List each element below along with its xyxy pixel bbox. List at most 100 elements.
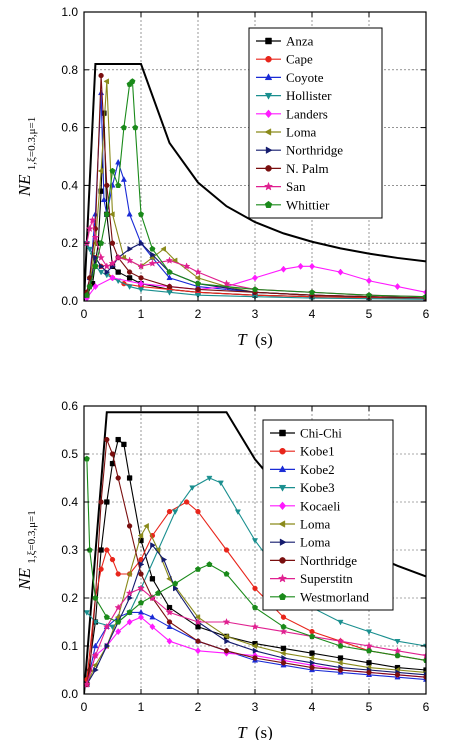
x-tick-label: 0 [81, 307, 88, 321]
y-tick-label: 0.4 [61, 178, 78, 192]
legend-label: Chi-Chi [300, 426, 342, 441]
data-point [223, 570, 230, 577]
envelope-top [84, 63, 426, 301]
data-point [115, 182, 122, 188]
data-point [280, 650, 286, 657]
y-tick-label: 0.0 [61, 687, 78, 701]
data-point [138, 240, 145, 247]
data-point [308, 633, 316, 639]
data-point [365, 641, 373, 650]
data-point [308, 289, 316, 295]
data-point [252, 647, 259, 654]
data-point [127, 245, 133, 253]
data-point [155, 590, 162, 596]
data-point [337, 655, 344, 661]
data-point [309, 664, 315, 671]
data-point [149, 245, 156, 252]
data-point [309, 262, 315, 270]
legend-entry: Loma [270, 517, 331, 532]
x-tick-label: 1 [138, 700, 145, 714]
data-point [98, 269, 105, 276]
data-point [104, 182, 110, 189]
data-point [194, 274, 201, 281]
data-point [98, 263, 105, 270]
data-point [138, 613, 144, 621]
y-axis-title-top: NE 1,ξ=0.3,μ=1 [15, 117, 38, 197]
data-point [166, 290, 173, 296]
data-point [98, 566, 104, 572]
data-point [166, 619, 173, 625]
data-point [281, 654, 287, 662]
data-point [137, 599, 145, 606]
legend-marker [279, 557, 286, 564]
data-point [166, 283, 173, 290]
data-point [223, 648, 230, 654]
legend-entry: Anza [256, 34, 314, 49]
data-point [86, 283, 93, 290]
legend-marker [264, 73, 273, 81]
data-point [337, 659, 343, 666]
ticks-top: 0 1 2 3 4 5 6 0.0 0.2 0.4 0.6 0.8 1.0 [61, 5, 429, 321]
data-point [393, 646, 402, 655]
data-point [194, 268, 202, 276]
legend-marker [278, 465, 287, 473]
data-point [182, 262, 191, 270]
x-tick-label: 2 [195, 700, 202, 714]
data-point [194, 614, 201, 621]
legend-entry: N. Palm [256, 161, 329, 176]
data-point [121, 441, 127, 448]
legend-entry: Kobe3 [270, 480, 335, 495]
legend-marker [278, 520, 286, 528]
data-point [251, 622, 259, 631]
data-point [423, 288, 426, 296]
data-point [337, 642, 344, 649]
data-point [114, 253, 123, 261]
legend-marker [264, 109, 273, 119]
legend-marker [279, 429, 286, 437]
data-point [222, 279, 231, 287]
data-point [109, 240, 116, 246]
data-point [206, 475, 213, 482]
data-point [194, 617, 202, 626]
data-point [120, 124, 127, 131]
x-tick-label: 6 [423, 700, 430, 714]
x-tick-label: 4 [309, 307, 316, 321]
data-point [150, 251, 156, 258]
data-point [280, 614, 287, 620]
data-point [251, 642, 258, 650]
x-tick-label: 5 [366, 307, 373, 321]
data-point [206, 561, 213, 567]
x-tick-label: 3 [252, 307, 259, 321]
legend-entry: Northridge [256, 143, 343, 158]
legend-label: Westmorland [300, 589, 369, 604]
data-point [84, 455, 90, 462]
data-point [143, 522, 149, 530]
data-point [104, 642, 111, 650]
data-point [166, 637, 173, 645]
legend-label: Northridge [286, 143, 343, 158]
x-tick-label: 3 [252, 700, 259, 714]
data-point [148, 259, 157, 267]
data-point [194, 280, 202, 287]
data-point [92, 594, 99, 601]
legend-label: San [286, 179, 306, 194]
data-point [195, 638, 201, 644]
data-point [102, 622, 111, 631]
data-point [166, 508, 173, 515]
data-point [92, 642, 99, 649]
envelope-line [84, 63, 426, 301]
data-point [280, 265, 287, 273]
y-tick-label: 0.1 [61, 639, 78, 653]
series-bottom [84, 436, 426, 688]
data-point [104, 436, 110, 443]
data-point [183, 499, 190, 505]
data-point [126, 210, 133, 217]
data-point [280, 645, 287, 652]
y-tick-label: 0.5 [61, 447, 78, 461]
x-axis-title-top: T (s) [237, 330, 273, 349]
legend-entry: Loma [270, 535, 331, 550]
legend-label: Anza [286, 34, 314, 49]
data-point [115, 475, 121, 481]
legend-label: Whittier [286, 197, 330, 212]
data-point [109, 556, 116, 563]
